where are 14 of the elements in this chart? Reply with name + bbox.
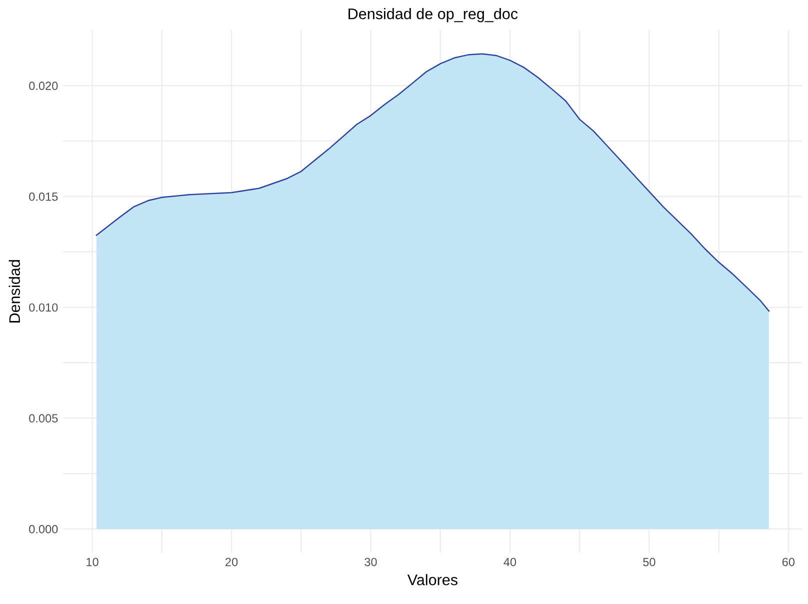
y-tick-label: 0.005 — [29, 414, 58, 423]
y-tick-label: 0.000 — [29, 524, 58, 534]
x-tick-label: 30 — [364, 558, 377, 566]
x-axis-title: Valores — [407, 574, 458, 586]
x-tick-label: 50 — [643, 558, 656, 566]
x-tick-label: 60 — [782, 558, 795, 566]
x-tick-label: 20 — [226, 558, 238, 566]
y-tick-label: 0.020 — [29, 82, 58, 90]
y-tick-label: 0.010 — [29, 303, 58, 312]
x-tick-label: 40 — [504, 558, 516, 566]
y-axis-title: Densidad — [8, 260, 20, 322]
x-tick-label: 10 — [86, 558, 98, 566]
chart-title: Densidad de op_reg_doc — [348, 8, 518, 22]
y-tick-label: 0.015 — [29, 192, 58, 201]
